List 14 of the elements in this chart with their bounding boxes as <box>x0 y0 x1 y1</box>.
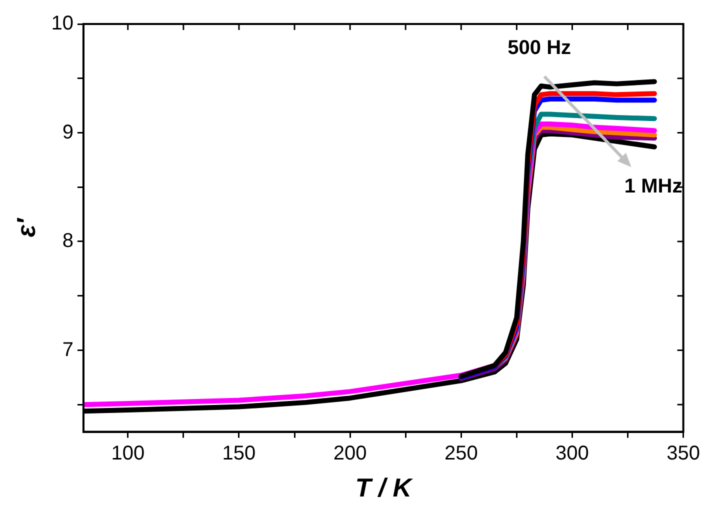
x-tick-label: 300 <box>556 442 589 464</box>
x-tick-label: 200 <box>333 442 367 464</box>
y-tick-label: 9 <box>62 121 74 144</box>
y-tick-label: 10 <box>51 12 74 35</box>
x-tick-label: 150 <box>222 442 256 464</box>
x-axis-title: T / K <box>355 472 414 503</box>
annotation: 1 MHz <box>624 176 682 198</box>
x-tick-label: 100 <box>111 442 145 464</box>
y-axis-title: ε′ <box>10 216 41 238</box>
x-tick-label: 350 <box>666 442 700 464</box>
y-tick-label: 7 <box>62 338 74 361</box>
y-tick-label: 8 <box>62 230 74 252</box>
x-tick-label: 250 <box>444 442 478 464</box>
annotation: 500 Hz <box>508 36 572 59</box>
